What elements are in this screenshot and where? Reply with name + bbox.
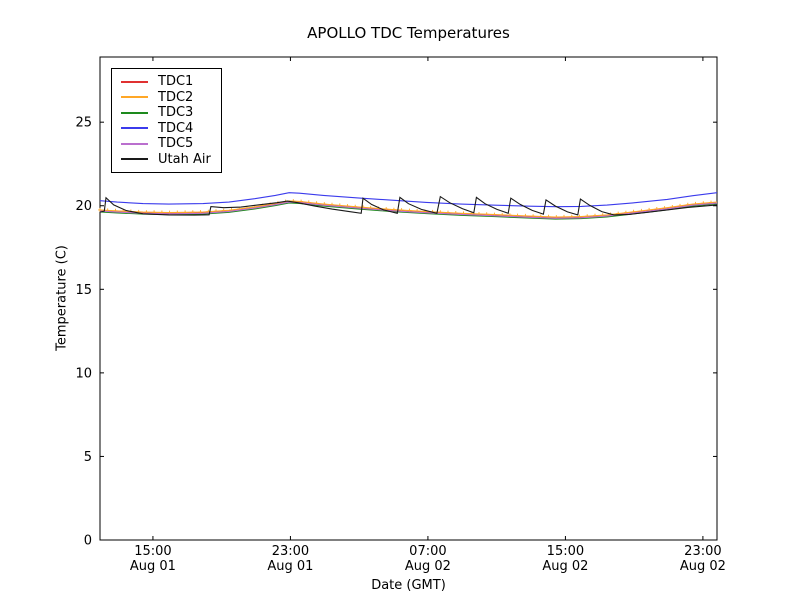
x-tick-label-date: Aug 01	[267, 559, 313, 574]
legend-label: TDC5	[158, 136, 194, 152]
series-markers-tdc2	[98, 199, 713, 220]
x-tick-label-date: Aug 02	[542, 559, 588, 574]
legend-line-sample	[121, 127, 148, 130]
legend-item-tdc1: TDC1	[121, 74, 211, 90]
legend-label: Utah Air	[158, 151, 211, 167]
x-tick-label-time: 15:00	[547, 544, 584, 559]
legend-label: TDC4	[158, 120, 194, 136]
series-line-tdc4	[99, 192, 718, 208]
y-tick-label: 5	[84, 450, 92, 465]
legend-line-sample	[121, 111, 148, 114]
x-tick-label-time: 23:00	[684, 544, 721, 559]
legend-line-sample	[121, 96, 148, 99]
legend-item-tdc5: TDC5	[121, 136, 211, 152]
series-line-tdc5	[99, 201, 718, 219]
legend-item-tdc2: TDC2	[121, 90, 211, 106]
x-tick-label-time: 07:00	[409, 544, 446, 559]
y-tick-label: 20	[75, 199, 92, 214]
series-line-utah-air	[99, 195, 718, 216]
legend-item-tdc3: TDC3	[121, 105, 211, 121]
x-tick-label-time: 15:00	[134, 544, 171, 559]
legend-item-tdc4: TDC4	[121, 121, 211, 137]
legend-item-utah-air: Utah Air	[121, 152, 211, 168]
legend-line-sample	[121, 158, 148, 161]
axes-frame	[99, 56, 718, 541]
legend-label: TDC1	[158, 74, 194, 90]
legend-label: TDC3	[158, 105, 194, 121]
x-tick-label-date: Aug 02	[405, 559, 451, 574]
legend-line-sample	[121, 142, 148, 145]
chart-title: APOLLO TDC Temperatures	[307, 24, 510, 42]
x-tick-label-date: Aug 01	[130, 559, 176, 574]
legend-line-sample	[121, 80, 148, 83]
legend: TDC1 TDC2 TDC3 TDC4 TDC5 Utah Air	[111, 68, 222, 173]
x-tick-label-date: Aug 02	[680, 559, 726, 574]
x-tick-label-time: 23:00	[272, 544, 309, 559]
y-axis-label: Temperature (C)	[54, 245, 70, 351]
y-tick-label: 25	[75, 116, 92, 131]
x-axis-label: Date (GMT)	[371, 578, 446, 593]
y-tick-label: 0	[84, 534, 92, 549]
y-tick-label: 10	[75, 366, 92, 381]
legend-label: TDC2	[158, 89, 194, 105]
y-tick-label: 15	[75, 283, 92, 298]
series-line-tdc3	[99, 202, 718, 220]
